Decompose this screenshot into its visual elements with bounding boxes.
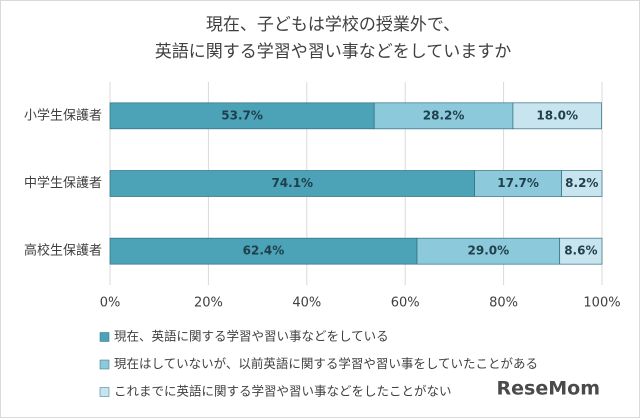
chart-title: 英語に関する学習や習い事などをしていますか (155, 42, 512, 62)
x-tick-label: 20% (194, 296, 223, 311)
bar-segment (109, 170, 475, 197)
bar-segment (474, 170, 563, 197)
x-tick-label: 100% (583, 296, 620, 311)
legend-swatch (99, 387, 110, 397)
data-label: 8.6% (564, 244, 597, 258)
data-label: 62.4% (243, 244, 285, 258)
watermark: ReseMom (497, 378, 600, 400)
data-label: 8.2% (565, 176, 598, 190)
y-tick-label: 小学生保護者 (24, 107, 102, 123)
legend-swatch (99, 332, 110, 342)
y-tick-label: 高校生保護者 (24, 243, 102, 259)
x-tick-label: 0% (100, 296, 121, 311)
data-label: 17.7% (497, 176, 539, 190)
legend-label: 現在、英語に関する学習や習い事などをしている (114, 329, 389, 344)
legend-swatch (99, 359, 110, 370)
bar-segment (559, 237, 603, 265)
data-label: 28.2% (423, 108, 465, 122)
bar-segment (512, 102, 602, 130)
x-tick-label: 60% (391, 296, 420, 311)
x-tick-label: 80% (489, 296, 518, 311)
bar-segment (561, 170, 603, 197)
legend-label: 現在はしていないが、以前英語に関する学習や習い事をしていたことがある (114, 356, 538, 371)
y-tick-label: 中学生保護者 (24, 175, 102, 191)
x-tick-label: 40% (292, 296, 321, 311)
data-label: 18.0% (536, 108, 578, 122)
legend-label: これまでに英語に関する学習や習い事などをしたことがない (114, 384, 452, 399)
data-label: 29.0% (468, 244, 510, 258)
bar-segment (416, 237, 561, 265)
data-label: 53.7% (221, 108, 263, 122)
bar-segment (109, 237, 418, 265)
chart-title: 現在、子どもは学校の授業外で、 (206, 15, 460, 35)
bar-segment (109, 102, 375, 130)
data-label: 74.1% (271, 176, 313, 190)
